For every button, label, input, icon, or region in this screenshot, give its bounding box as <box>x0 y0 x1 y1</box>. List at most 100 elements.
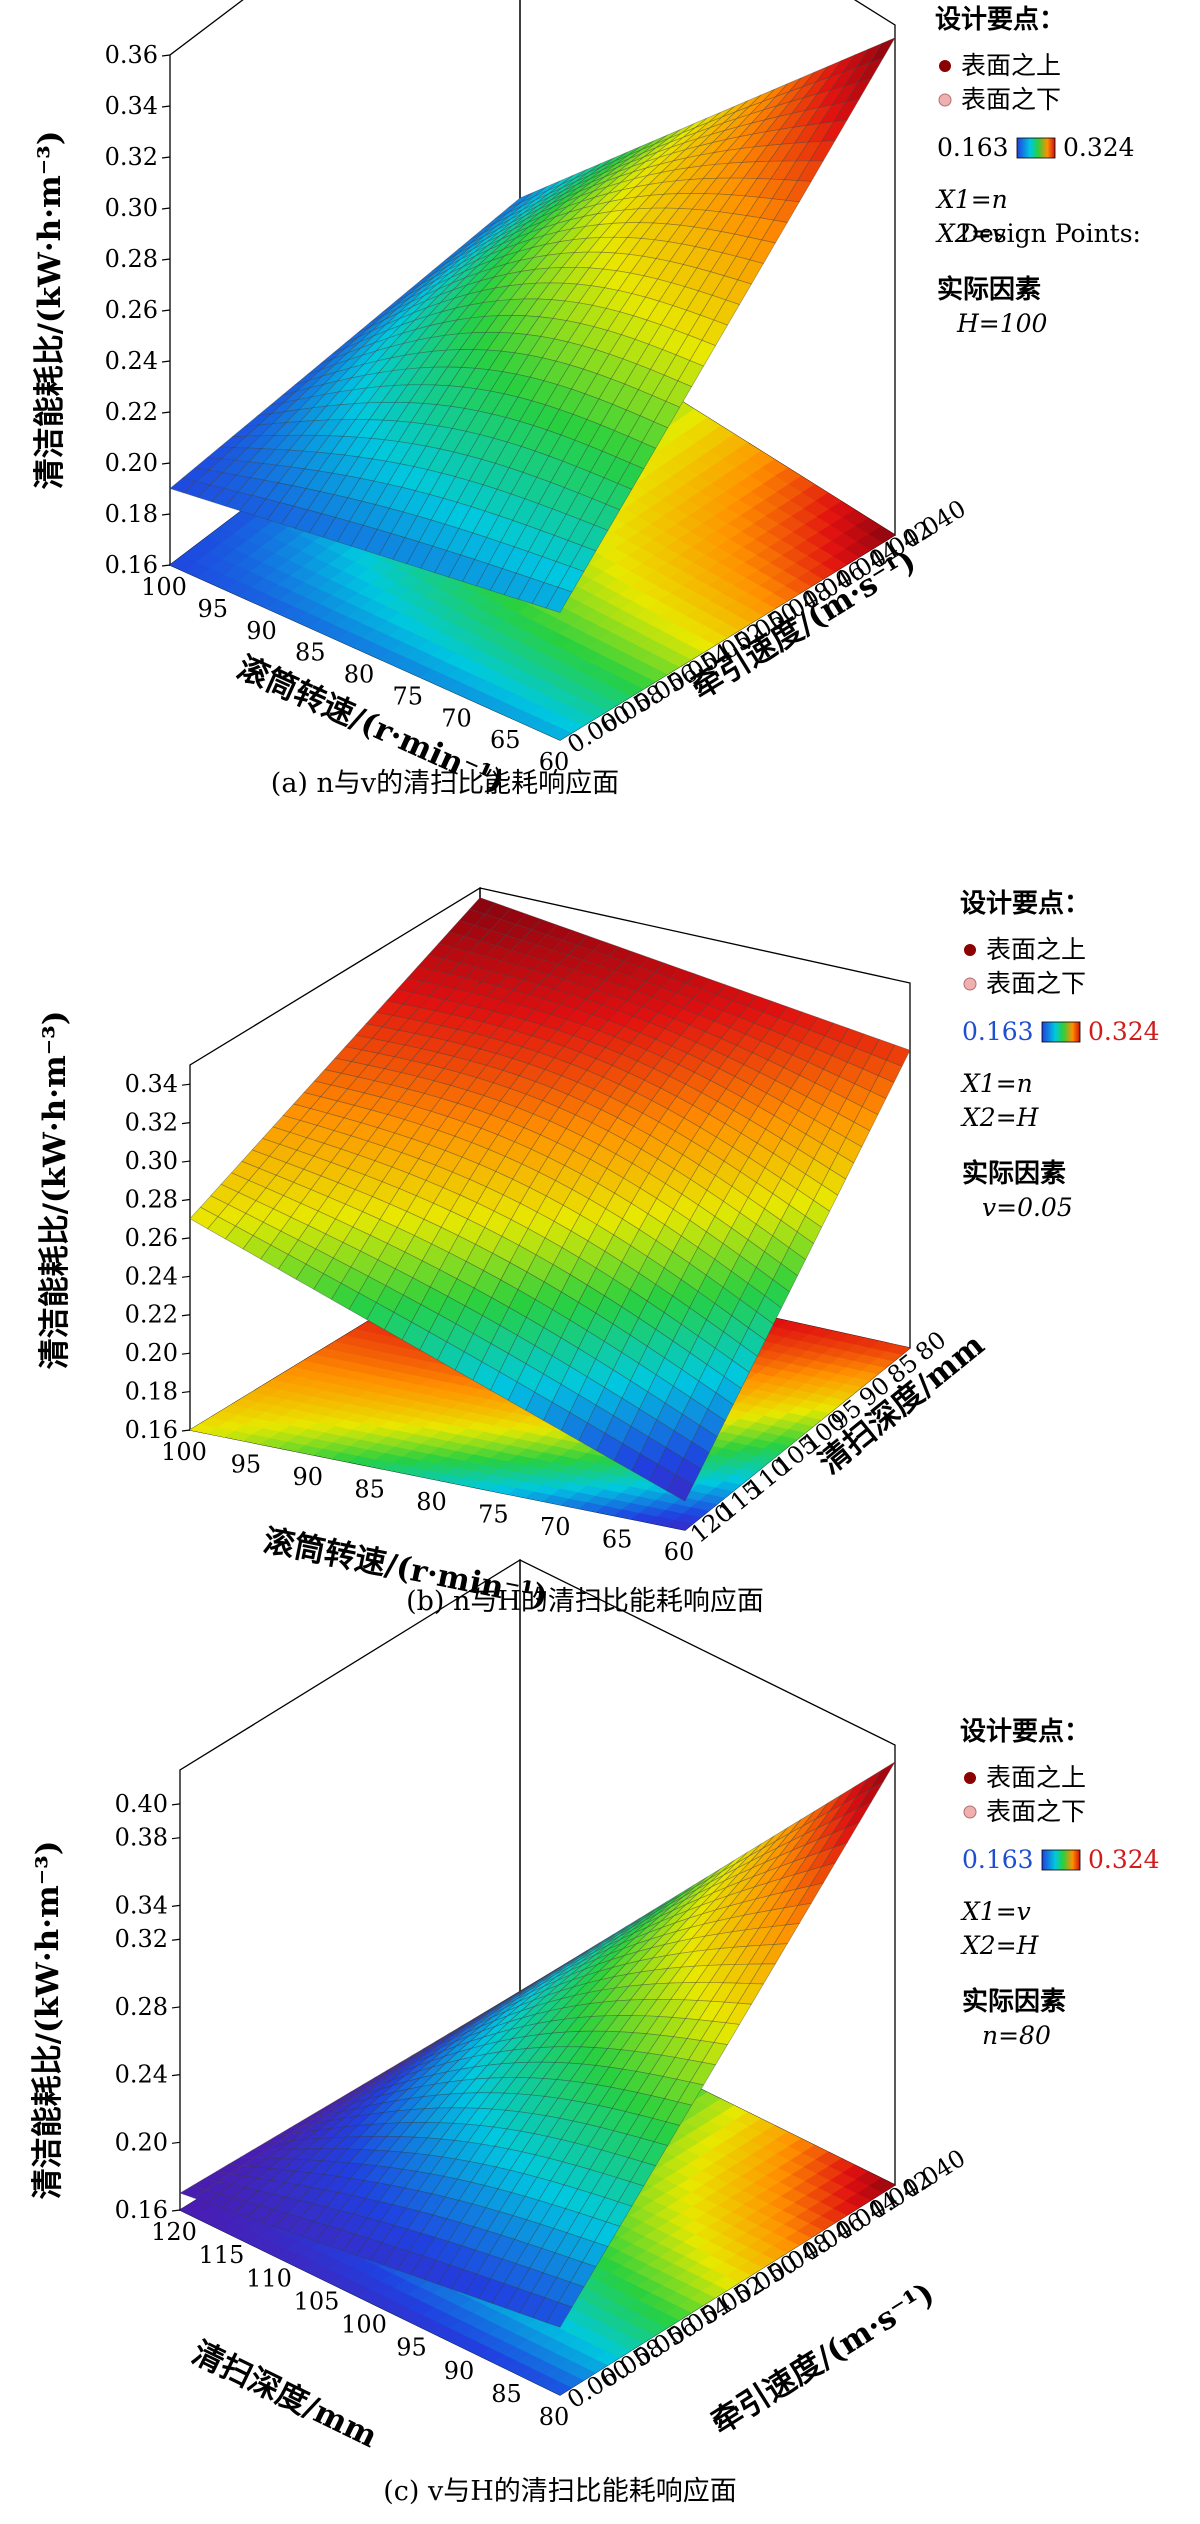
factor-value: H=100 <box>956 309 1048 338</box>
response-surface <box>179 1761 896 2328</box>
x-tick-label: 100 <box>341 2311 387 2339</box>
below-marker-icon <box>938 93 952 107</box>
x-tick-label: 75 <box>392 682 423 710</box>
x-tick-label: 95 <box>396 2334 427 2362</box>
legend-below: 表面之下 <box>986 1797 1086 1826</box>
factor-value: v=0.05 <box>982 1193 1073 1222</box>
x-tick-label: 65 <box>602 1526 633 1554</box>
color-scale-bar <box>1041 1849 1081 1871</box>
z-tick-label: 0.34 <box>115 1891 168 1919</box>
response-surface <box>189 897 911 1502</box>
x-tick-label: 90 <box>444 2357 475 2385</box>
x-tick-label: 100 <box>161 1438 207 1466</box>
z-tick-label: 0.40 <box>115 1790 168 1818</box>
x-axis-title: 清扫深度/mm <box>186 2335 383 2455</box>
z-tick-label: 0.32 <box>105 143 158 171</box>
z-axis-title: 清洁能耗比/(kW·h·m⁻³) <box>30 1841 66 2200</box>
factor-heading: 实际因素 <box>962 1986 1066 2017</box>
z-tick-label: 0.22 <box>105 398 158 426</box>
z-tick-labels: 0.16 0.20 0.24 0.28 0.32 0.34 0.38 0.40 <box>115 1790 181 2224</box>
x-tick-label: 80 <box>416 1488 447 1516</box>
z-tick-label: 0.16 <box>115 2196 168 2224</box>
z-axis-title: 清洁能耗比/(kW·h·m⁻³) <box>37 1011 73 1370</box>
x-tick-label: 120 <box>151 2218 197 2246</box>
z-tick-label: 0.20 <box>125 1339 178 1367</box>
range-low: 0.163 <box>962 1017 1034 1046</box>
legend-heading: 设计要点： <box>960 1716 1090 1747</box>
x-tick-label: 65 <box>490 726 521 754</box>
x-tick-label: 75 <box>478 1501 509 1529</box>
factor-heading: 实际因素 <box>937 274 1041 305</box>
panel-caption: (c) v与H的清扫比能耗响应面 <box>383 2476 737 2507</box>
z-tick-label: 0.28 <box>115 1993 168 2021</box>
x-tick-label: 110 <box>246 2264 292 2292</box>
x-tick-label: 80 <box>539 2403 570 2431</box>
x-tick-label: 60 <box>664 1538 695 1566</box>
legend-x2: X2=H <box>960 1103 1040 1132</box>
z-tick-label: 0.18 <box>125 1378 178 1406</box>
legend-x2: X2=H <box>960 1931 1040 1960</box>
legend-above: 表面之上 <box>986 935 1086 964</box>
z-tick-label: 0.34 <box>105 92 158 120</box>
legend-heading: 设计要点： <box>935 4 1065 35</box>
x-tick-label: 70 <box>540 1513 571 1541</box>
legend-x1: X1=v <box>960 1897 1031 1926</box>
legend-below: 表面之下 <box>961 85 1061 114</box>
panel-caption: (b) n与H的清扫比能耗响应面 <box>406 1586 764 1617</box>
above-marker-icon <box>939 60 951 72</box>
range-high: 0.324 <box>1088 1845 1160 1874</box>
below-marker-icon <box>963 977 977 991</box>
z-tick-label: 0.32 <box>125 1109 178 1137</box>
response-surface <box>169 37 896 613</box>
x-tick-label: 115 <box>199 2241 245 2269</box>
chart-panel-1: 0.16 0.18 0.20 0.22 0.24 0.26 0.28 0.30 0.32 0.34… <box>32 0 1141 801</box>
x-tick-label: 85 <box>295 639 326 667</box>
x-tick-label: 80 <box>344 661 375 689</box>
x-tick-label: 90 <box>246 617 277 645</box>
chart-panel-2: 0.16 0.18 0.20 0.22 0.24 0.26 0.28 0.30 0.32 0.34… <box>37 886 1160 1617</box>
x-tick-label: 100 <box>141 573 187 601</box>
below-marker-icon <box>963 1805 977 1819</box>
z-tick-label: 0.28 <box>105 245 158 273</box>
x-tick-label: 70 <box>441 704 472 732</box>
z-tick-label: 0.20 <box>105 449 158 477</box>
legend-above: 表面之上 <box>961 51 1061 80</box>
z-axis-title: 清洁能耗比/(kW·h·m⁻³) <box>32 131 68 490</box>
legend-heading: 设计要点： <box>960 888 1090 919</box>
z-tick-label: 0.26 <box>105 296 158 324</box>
color-scale-bar <box>1041 1021 1081 1043</box>
z-tick-label: 0.20 <box>115 2128 168 2156</box>
range-low: 0.163 <box>962 1845 1034 1874</box>
x-tick-label: 105 <box>294 2287 340 2315</box>
z-tick-label: 0.30 <box>105 194 158 222</box>
legend-above: 表面之上 <box>986 1763 1086 1792</box>
z-tick-labels: 0.16 0.18 0.20 0.22 0.24 0.26 0.28 0.30 0.32 0.34 <box>125 1070 191 1444</box>
z-tick-label: 0.24 <box>115 2061 168 2089</box>
x-tick-label: 85 <box>354 1476 385 1504</box>
x-tick-label: 90 <box>292 1463 323 1491</box>
x-tick-label: 95 <box>197 595 228 623</box>
color-scale-bar <box>1016 137 1056 159</box>
z-tick-label: 0.24 <box>105 347 158 375</box>
z-tick-label: 0.28 <box>125 1185 178 1213</box>
y-tick-label: 0.040 <box>897 2144 970 2204</box>
x-tick-labels: 100 95 90 85 80 75 70 65 60 <box>141 573 569 776</box>
y-tick-label: 0.040 <box>898 494 971 554</box>
z-tick-label: 0.34 <box>125 1070 178 1098</box>
x-tick-label: 85 <box>491 2380 522 2408</box>
legend-x1: X1=n <box>960 1069 1033 1098</box>
above-marker-icon <box>964 1772 976 1784</box>
z-tick-label: 0.32 <box>115 1925 168 1953</box>
z-tick-label: 0.24 <box>125 1262 178 1290</box>
z-tick-label: 0.16 <box>125 1416 178 1444</box>
range-low: 0.163 <box>937 133 1009 162</box>
factor-heading: 实际因素 <box>962 1158 1066 1189</box>
z-tick-labels: 0.16 0.18 0.20 0.22 0.24 0.26 0.28 0.30 0.32 0.34… <box>105 41 171 579</box>
z-tick-label: 0.18 <box>105 500 158 528</box>
legend-below: 表面之下 <box>986 969 1086 998</box>
